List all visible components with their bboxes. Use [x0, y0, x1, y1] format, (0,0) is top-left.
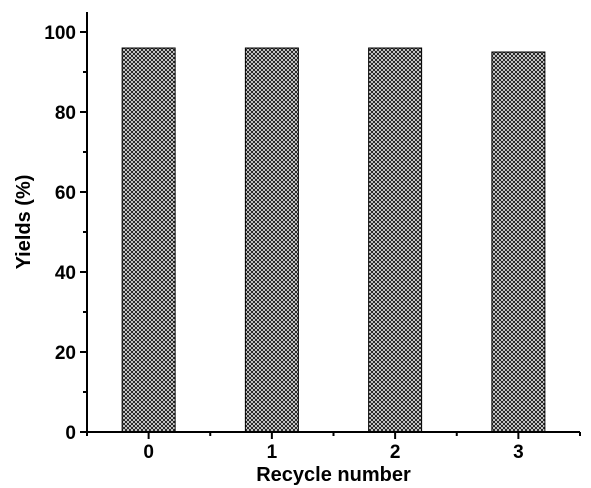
x-tick-label-2: 2 — [390, 442, 401, 463]
axes-group: 0 20 40 60 80 100 0 1 2 3 — [44, 12, 581, 463]
x-tick-label-3: 3 — [513, 442, 524, 463]
y-tick-label-60: 60 — [55, 183, 76, 204]
bars-group — [121, 47, 546, 433]
y-tick-label-20: 20 — [55, 343, 76, 364]
y-tick-label-40: 40 — [55, 263, 76, 284]
bar-3 — [491, 51, 546, 433]
y-axis-title: Yields (%) — [13, 175, 35, 270]
x-tick-label-1: 1 — [267, 442, 278, 463]
y-tick-label-0: 0 — [65, 423, 76, 444]
x-axis-title: Recycle number — [256, 464, 411, 486]
y-tick-label-80: 80 — [55, 103, 76, 124]
bar-0 — [121, 47, 176, 433]
y-tick-label-100: 100 — [44, 23, 76, 44]
x-tick-label-0: 0 — [143, 442, 154, 463]
bar-1 — [244, 47, 299, 433]
bar-2 — [368, 47, 423, 433]
